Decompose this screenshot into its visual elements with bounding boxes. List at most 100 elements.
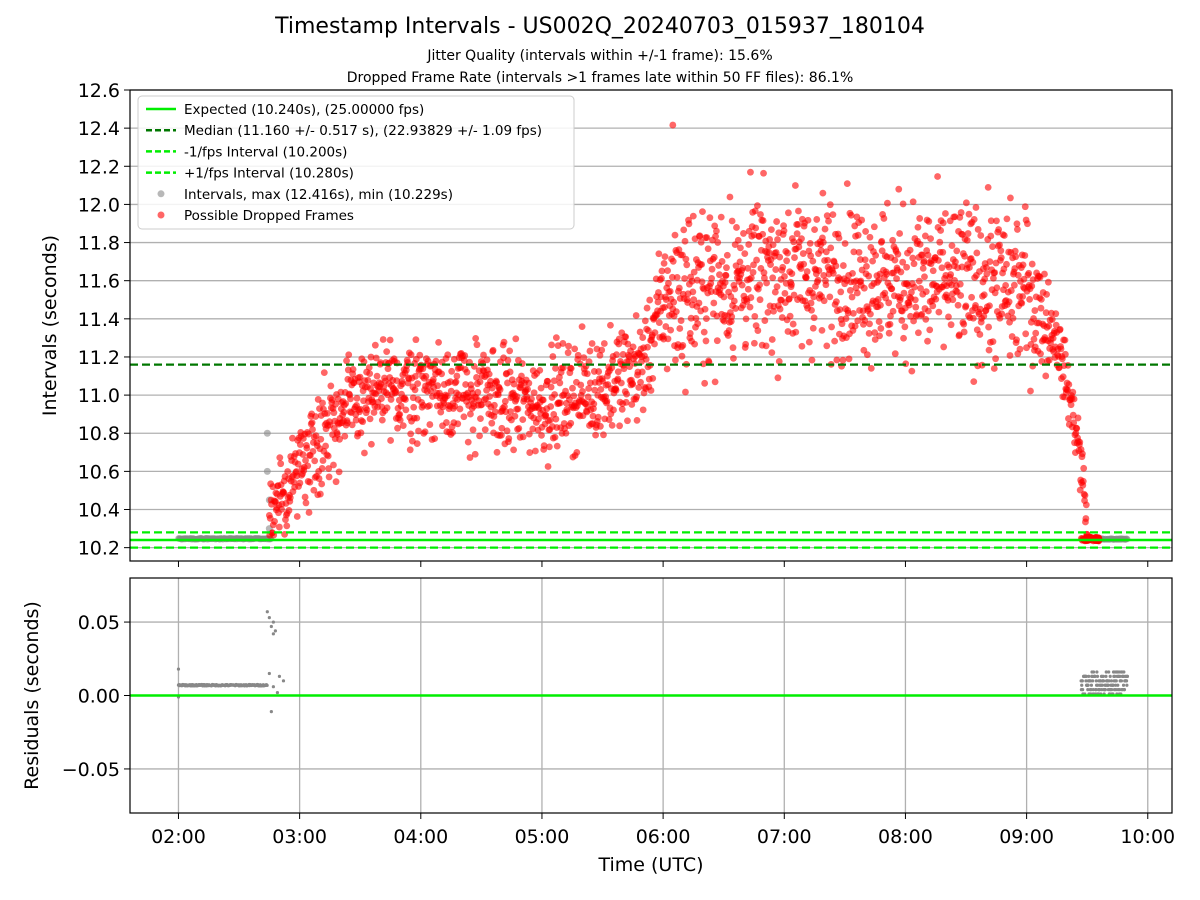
dropped-frame-point xyxy=(895,185,903,193)
dropped-frame-point xyxy=(848,293,856,301)
dropped-frame-point xyxy=(552,415,560,423)
dropped-frame-point xyxy=(1045,322,1053,330)
dropped-frame-point xyxy=(622,333,630,341)
residual-point xyxy=(1094,679,1098,683)
dropped-frame-point xyxy=(991,269,999,276)
dropped-frame-point xyxy=(790,238,798,246)
dropped-frame-point xyxy=(406,446,414,454)
dropped-frame-point xyxy=(822,248,830,256)
dropped-frame-point xyxy=(289,434,296,442)
dropped-frame-point xyxy=(483,386,490,394)
dropped-frame-point xyxy=(751,207,759,215)
dropped-frame-point xyxy=(633,416,641,424)
dropped-frame-point xyxy=(438,370,446,378)
dropped-frame-point xyxy=(530,389,538,397)
dropped-frame-point xyxy=(788,270,796,278)
dropped-frame-point xyxy=(791,182,799,189)
dropped-frame-point xyxy=(940,343,948,351)
dropped-frame-point xyxy=(711,378,719,386)
dropped-frame-point xyxy=(897,268,905,276)
dropped-frame-point xyxy=(592,431,600,439)
dropped-frame-point xyxy=(532,447,539,455)
dropped-frame-point xyxy=(629,380,637,388)
dropped-frame-point xyxy=(547,403,555,410)
dropped-frame-point xyxy=(854,317,862,325)
dropped-frame-point xyxy=(776,253,784,261)
dropped-frame-point xyxy=(781,273,788,280)
dropped-frame-point xyxy=(284,468,292,475)
dropped-frame-point xyxy=(927,235,934,243)
dropped-frame-point xyxy=(953,247,961,255)
dropped-frame-point xyxy=(695,299,703,307)
dropped-frame-point xyxy=(407,351,415,359)
dropped-frame-point xyxy=(398,380,406,388)
dropped-frame-point xyxy=(699,208,706,216)
dropped-frame-point xyxy=(772,266,780,273)
dropped-frame-point xyxy=(644,343,651,351)
chart-title: Timestamp Intervals - US002Q_20240703_01… xyxy=(275,14,925,39)
residual-point xyxy=(271,620,275,624)
dropped-frame-point xyxy=(1012,253,1020,261)
dropped-frame-point xyxy=(651,329,659,337)
dropped-frame-point xyxy=(498,424,506,432)
dropped-frame-point xyxy=(378,395,385,402)
dropped-frame-point xyxy=(1013,220,1021,228)
dropped-frame-point xyxy=(353,394,361,402)
dropped-frame-point xyxy=(658,267,666,275)
dropped-frame-point xyxy=(679,342,687,349)
dropped-frame-point xyxy=(379,336,387,343)
dropped-frame-point xyxy=(914,329,922,337)
dropped-frame-point xyxy=(357,429,365,437)
dropped-frame-point xyxy=(698,278,706,286)
dropped-frame-point xyxy=(511,412,519,420)
dropped-frame-point xyxy=(544,377,552,385)
dropped-frame-point xyxy=(633,393,641,401)
dropped-frame-point xyxy=(370,409,378,416)
dropped-frame-point xyxy=(654,298,662,306)
dropped-frame-point xyxy=(501,403,508,410)
dropped-frame-point xyxy=(1021,203,1029,211)
dropped-frame-point xyxy=(900,334,907,342)
dropped-frame-point xyxy=(921,232,929,240)
dropped-frame-point xyxy=(505,435,513,442)
residual-point xyxy=(1086,683,1090,687)
dropped-frame-point xyxy=(605,416,613,423)
legend-entry: +1/fps Interval (10.280s) xyxy=(184,166,354,182)
dropped-frame-point xyxy=(760,269,768,277)
dropped-frame-point xyxy=(925,218,933,225)
dropped-frame-point xyxy=(952,258,959,266)
dropped-frame-point xyxy=(809,324,817,332)
residual-point xyxy=(1124,679,1129,683)
dropped-frame-point xyxy=(827,244,835,252)
dropped-frame-point xyxy=(448,367,456,375)
dropped-frame-point xyxy=(924,251,932,259)
dropped-frame-point xyxy=(1030,335,1038,343)
dropped-frame-point xyxy=(813,216,821,223)
dropped-frame-point xyxy=(303,444,311,452)
dropped-frame-point xyxy=(359,418,367,426)
dropped-frame-point xyxy=(667,326,675,334)
residual-point xyxy=(1122,670,1126,674)
dropped-frame-point xyxy=(752,224,760,232)
dropped-frame-point xyxy=(371,341,379,349)
dropped-frame-point xyxy=(615,340,623,348)
dropped-frame-point xyxy=(720,293,728,301)
dropped-frame-point xyxy=(304,462,312,470)
dropped-frame-point xyxy=(742,340,750,348)
dropped-frame-point xyxy=(1037,304,1045,312)
dropped-frame-point xyxy=(431,435,439,443)
dropped-frame-point xyxy=(817,246,825,254)
dropped-frame-point xyxy=(918,310,926,318)
dropped-frame-point xyxy=(342,400,350,407)
dropped-frame-point xyxy=(682,388,689,396)
dropped-frame-point xyxy=(687,314,695,322)
dropped-frame-point xyxy=(737,244,744,252)
dropped-frame-point xyxy=(319,457,327,464)
dropped-frame-point xyxy=(571,345,579,353)
dropped-frame-point xyxy=(1052,310,1060,318)
dropped-frame-point xyxy=(437,408,445,416)
dropped-frame-point xyxy=(746,303,754,311)
dropped-frame-point xyxy=(985,346,993,354)
residual-point xyxy=(1104,674,1108,679)
dropped-frame-point xyxy=(320,369,328,376)
